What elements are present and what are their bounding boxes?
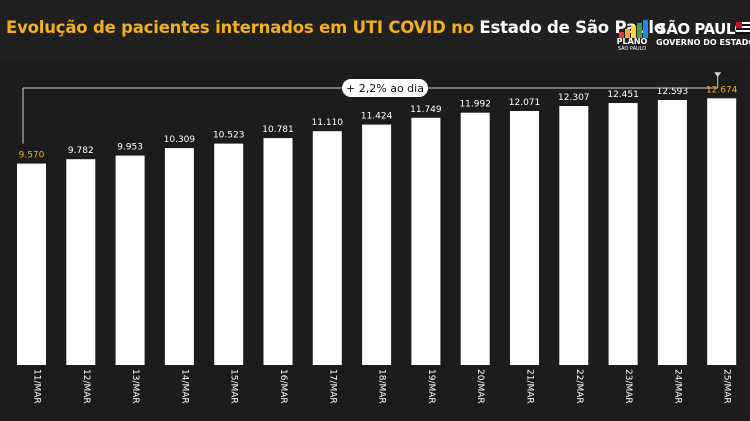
x-tick-label: 20/MAR: [475, 369, 485, 404]
plano-logo-sub: SÃO PAULO: [617, 46, 647, 52]
header: Evolução de pacientes internados em UTI …: [0, 0, 750, 62]
x-tick-label: 12/MAR: [81, 369, 91, 404]
bars: [17, 98, 737, 366]
bar-13/MAR: [115, 155, 145, 365]
plano-sao-paulo-logo: PLANO SÃO PAULO: [612, 14, 652, 52]
gov-logo-name: SÃO PAULO: [656, 20, 747, 38]
annotation-box: [342, 79, 428, 97]
value-label: 11.424: [361, 112, 393, 122]
title-region: Estado de São Paulo: [479, 18, 665, 37]
plano-logo-name: PLANO: [616, 37, 648, 46]
value-label: 11.110: [312, 118, 344, 128]
annotation-label: + 2,2% ao dia: [346, 82, 424, 95]
bar-16/MAR: [263, 138, 293, 365]
value-label: 12.307: [558, 93, 590, 103]
value-label: 10.781: [262, 125, 294, 135]
x-tick-labels: 11/MAR 12/MAR 13/MAR 14/MAR 15/MAR 16/MAR 17/M…: [32, 369, 732, 404]
value-label: 12.071: [509, 98, 541, 108]
bar-12/MAR: [66, 159, 96, 365]
value-label: 12.451: [607, 90, 639, 100]
value-label: 9.953: [117, 143, 143, 153]
bar-23/MAR: [608, 103, 638, 365]
bar-18/MAR: [362, 124, 392, 365]
x-tick-label: 17/MAR: [327, 369, 337, 404]
x-tick-label: 13/MAR: [130, 369, 140, 404]
x-tick-label: 23/MAR: [623, 369, 633, 404]
bar-14/MAR: [164, 148, 194, 365]
bar-25/MAR: [707, 98, 737, 366]
sp-flag-icon: [736, 22, 750, 34]
value-label: 12.674: [706, 85, 738, 95]
governo-sao-paulo-logo: SÃO PAULO GOVERNO DO ESTADO: [656, 18, 750, 52]
bar-24/MAR: [657, 100, 687, 365]
value-label: 11.992: [459, 100, 491, 110]
growth-annotation: + 2,2% ao dia: [22, 72, 722, 144]
bar-17/MAR: [312, 131, 342, 365]
gov-logo-sub: GOVERNO DO ESTADO: [656, 38, 750, 47]
title-highlight: Evolução de pacientes internados em UTI …: [6, 18, 474, 37]
value-label: 10.309: [164, 135, 196, 145]
value-label: 9.782: [68, 146, 94, 156]
x-tick-label: 21/MAR: [525, 369, 535, 404]
value-label: 9.570: [19, 151, 45, 161]
x-tick-label: 14/MAR: [179, 369, 189, 404]
bar-21/MAR: [510, 111, 539, 365]
bar-chart: + 2,2% ao dia 9.570 9.782 9.953 10.309 10.52…: [17, 72, 738, 404]
x-tick-label: 25/MAR: [722, 369, 732, 404]
x-tick-label: 18/MAR: [377, 369, 387, 404]
x-tick-label: 15/MAR: [229, 369, 239, 404]
x-tick-label: 16/MAR: [278, 369, 288, 404]
value-label: 12.593: [657, 87, 689, 97]
x-tick-label: 19/MAR: [426, 369, 436, 404]
bar-22/MAR: [559, 106, 589, 365]
bar-20/MAR: [460, 112, 490, 365]
page-title: Evolução de pacientes internados em UTI …: [6, 18, 665, 37]
x-tick-label: 22/MAR: [574, 369, 584, 404]
value-label: 11.749: [410, 105, 442, 115]
bar-11/MAR: [17, 163, 46, 365]
annotation-arrow-icon: [714, 72, 722, 78]
bar-15/MAR: [214, 143, 244, 365]
value-labels: 9.570 9.782 9.953 10.309 10.523 10.781 11.110 1…: [19, 85, 738, 160]
bar-19/MAR: [411, 117, 441, 365]
x-tick-label: 11/MAR: [32, 369, 42, 404]
value-label: 10.523: [213, 131, 245, 141]
x-tick-label: 24/MAR: [672, 369, 682, 404]
